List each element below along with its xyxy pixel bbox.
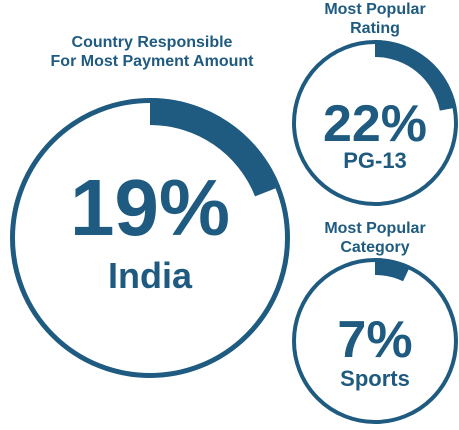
chart-2-value-label: 22%	[322, 95, 428, 153]
chart-1-title-line-1: Country Responsible	[71, 34, 233, 51]
chart-1-value-label: 19%	[69, 163, 231, 252]
chart-1-title-line-2: For Most Payment Amount	[50, 53, 254, 70]
chart-3-title: Most Popular Category	[300, 219, 450, 257]
chart-3-category-label: Sports	[340, 366, 410, 391]
chart-2-title: Most Popular Rating	[300, 0, 450, 38]
chart-3-value-arc	[375, 258, 411, 282]
chart-1-value-arc	[150, 98, 281, 197]
chart-1-category-label: India	[107, 255, 192, 296]
chart-2-title-line-2: Rating	[350, 20, 400, 37]
chart-1-title: Country Responsible For Most Payment Amo…	[10, 33, 294, 71]
chart-3-value-label: 7%	[337, 311, 413, 369]
chart-2-value-arc	[375, 40, 457, 111]
chart-3-title-line-1: Most Popular	[324, 220, 426, 237]
chart-2-category-label: PG-13	[343, 148, 407, 173]
chart-2-title-line-1: Most Popular	[324, 1, 426, 18]
chart-3-title-line-2: Category	[340, 239, 410, 256]
